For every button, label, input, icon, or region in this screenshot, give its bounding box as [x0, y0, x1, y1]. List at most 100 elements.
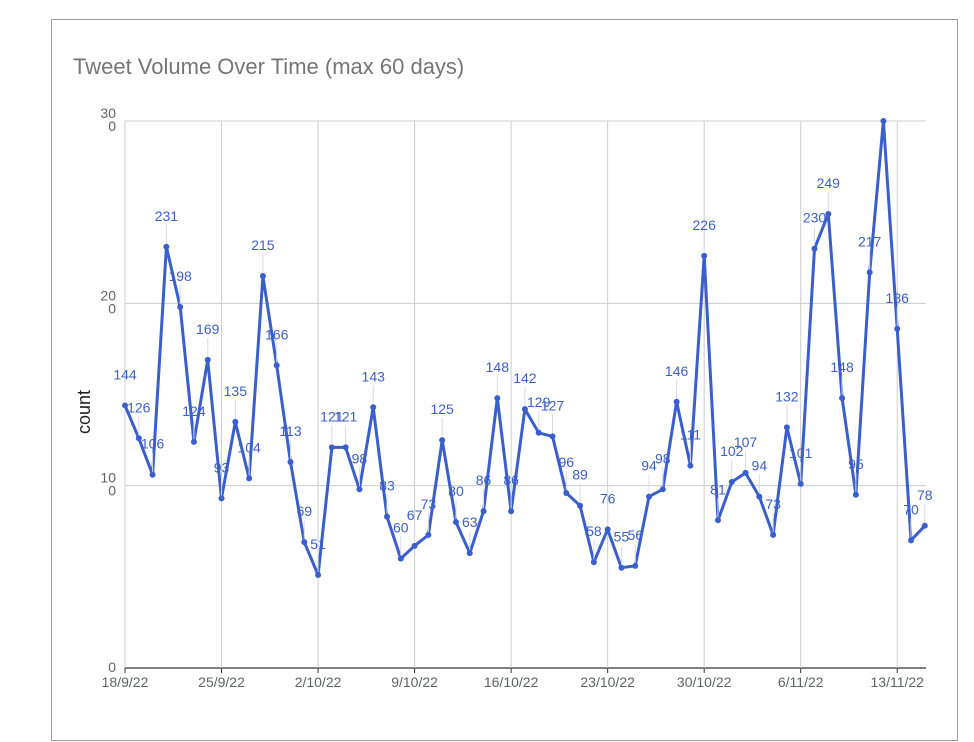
data-point [521, 406, 528, 413]
data-point [618, 564, 625, 571]
data-point [839, 395, 846, 402]
data-label: 143 [362, 368, 386, 384]
data-label: 83 [379, 478, 395, 494]
data-point [646, 493, 653, 500]
data-label: 102 [720, 443, 744, 459]
data-label: 142 [513, 370, 537, 386]
data-label: 230 [803, 210, 827, 226]
data-point [549, 433, 556, 440]
data-label: 107 [734, 434, 758, 450]
data-point [756, 493, 763, 500]
data-label: 132 [775, 388, 799, 404]
data-point [673, 398, 680, 405]
data-label: 98 [352, 450, 368, 466]
data-label: 98 [655, 450, 671, 466]
data-label: 169 [196, 321, 220, 337]
data-point [384, 513, 391, 520]
data-label: 60 [393, 520, 409, 536]
data-label: 231 [155, 208, 179, 224]
data-point [163, 243, 170, 250]
data-point [204, 356, 211, 363]
data-point [632, 562, 639, 569]
data-point [742, 469, 749, 476]
data-label: 226 [693, 217, 717, 233]
data-label: 56 [627, 527, 643, 543]
data-label: 86 [476, 472, 492, 488]
y-tick-label: 20 0 [100, 287, 116, 316]
series-line [123, 119, 926, 577]
chart-title: Tweet Volume Over Time (max 60 days) [73, 54, 465, 79]
x-tick-label: 30/10/22 [677, 674, 732, 690]
data-point [797, 480, 804, 487]
data-label: 144 [113, 366, 137, 382]
data-point [149, 471, 156, 478]
data-point [894, 325, 901, 332]
data-point [411, 542, 418, 549]
data-label: 146 [665, 363, 689, 379]
data-point [604, 526, 611, 533]
data-point [770, 531, 777, 538]
data-label: 94 [752, 458, 768, 474]
data-point [273, 362, 280, 369]
data-point [811, 245, 818, 252]
data-label: 86 [503, 472, 519, 488]
data-label: 63 [462, 514, 478, 530]
data-point [190, 438, 197, 445]
data-point [328, 444, 335, 451]
data-point [439, 437, 446, 444]
data-label: 198 [168, 268, 192, 284]
data-point [659, 486, 666, 493]
data-label: 73 [421, 496, 437, 512]
data-point [135, 435, 142, 442]
x-tick-label: 2/10/22 [295, 674, 342, 690]
data-label: 129 [527, 394, 551, 410]
data-label: 67 [407, 507, 423, 523]
data-point [301, 539, 308, 546]
data-point [701, 252, 708, 259]
data-label: 94 [641, 458, 657, 474]
data-label: 95 [848, 456, 864, 472]
data-point [315, 572, 322, 579]
data-label: 73 [765, 496, 781, 512]
data-label: 101 [789, 445, 813, 461]
data-label: 148 [486, 359, 510, 375]
data-label: 121 [320, 408, 344, 424]
data-point [425, 531, 432, 538]
data-point [508, 508, 515, 515]
data-point [452, 519, 459, 526]
y-axis-label: count [74, 390, 94, 434]
data-label: 51 [310, 536, 326, 552]
x-tick-label: 23/10/22 [580, 674, 635, 690]
data-point [246, 475, 253, 482]
data-point [687, 462, 694, 469]
data-label: 215 [251, 237, 275, 253]
data-point [563, 489, 570, 496]
data-label: 76 [600, 490, 616, 506]
data-point [122, 402, 128, 409]
data-label: 121 [334, 408, 358, 424]
x-tick-label: 18/9/22 [102, 674, 149, 690]
data-label: 135 [224, 383, 248, 399]
data-label: 78 [917, 487, 933, 503]
x-tick-label: 9/10/22 [391, 674, 438, 690]
data-point [342, 444, 349, 451]
data-point [370, 404, 377, 411]
data-point [590, 559, 597, 566]
data-label: 124 [182, 403, 206, 419]
data-point [494, 395, 501, 402]
x-tick-label: 25/9/22 [198, 674, 245, 690]
data-label: 89 [572, 467, 588, 483]
data-label: 96 [558, 454, 574, 470]
data-point [908, 537, 915, 544]
data-label: 148 [830, 359, 854, 375]
data-label: 70 [903, 501, 919, 517]
data-label: 125 [430, 401, 454, 417]
data-point [825, 210, 832, 217]
data-point [356, 486, 363, 493]
data-point [714, 517, 721, 524]
data-point [480, 508, 487, 515]
data-label: 126 [127, 399, 151, 415]
data-label: 58 [586, 523, 602, 539]
data-label: 111 [680, 427, 701, 443]
